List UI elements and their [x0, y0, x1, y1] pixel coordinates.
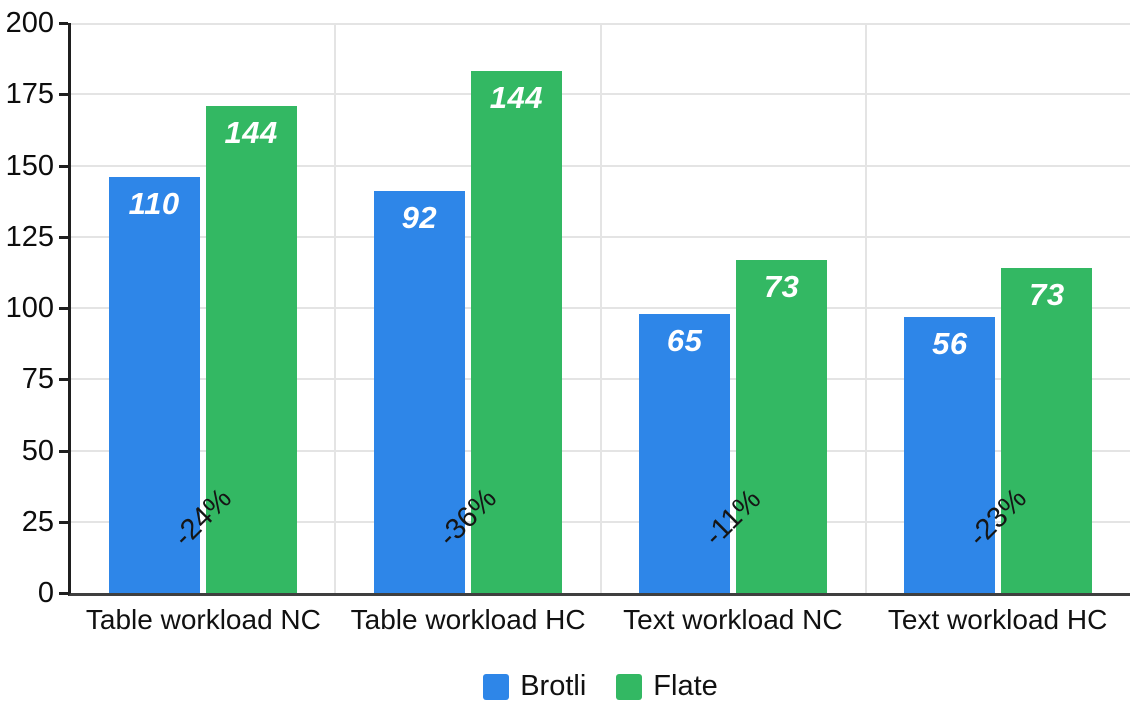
- category-group: 110 144 -24%: [71, 23, 337, 593]
- bar-value-label: 144: [489, 80, 543, 116]
- bar-brotli: 65: [639, 313, 731, 593]
- legend-label: Brotli: [520, 670, 587, 702]
- category-group: 92 144 -36%: [336, 23, 602, 593]
- bar-flate: 144: [470, 71, 562, 593]
- y-axis-tick-label: 175: [5, 78, 54, 111]
- x-axis-label: Text workload HC: [887, 604, 1108, 635]
- category-group: 56 73 -23%: [867, 23, 1130, 593]
- y-axis-tick-label: 50: [21, 434, 54, 467]
- y-axis-tick-label: 25: [21, 505, 54, 538]
- bar-flate: 144: [205, 105, 297, 593]
- legend-item-brotli: Brotli: [483, 670, 586, 703]
- y-axis-tick: [59, 22, 68, 25]
- plot-categories: 110 144 -24% 92 144 -36% 65 73 -11% 56 73 -23%: [71, 23, 1130, 593]
- y-axis-tick: [59, 378, 68, 382]
- y-axis-tick-label: 100: [5, 292, 54, 324]
- legend-swatch-brotli: [483, 673, 510, 700]
- y-axis-tick-label: 150: [5, 149, 54, 182]
- bar-value-label: 92: [401, 200, 438, 236]
- bar-value-label: 56: [932, 325, 968, 361]
- bar-brotli: 56: [904, 316, 996, 593]
- x-axis-label: Table workload NC: [85, 604, 321, 635]
- legend-item-flate: Flate: [616, 670, 718, 703]
- y-axis-tick-label: 125: [5, 220, 54, 253]
- y-axis-tick: [59, 592, 68, 595]
- x-axis-labels: Table workload NC Table workload HC Text w…: [71, 604, 1130, 636]
- y-axis-tick: [59, 307, 68, 310]
- x-axis-label: Table workload HC: [350, 604, 586, 635]
- bar-flate: 73: [736, 259, 828, 593]
- y-axis-tick: [59, 235, 68, 239]
- plot-area: 110 144 -24% 92 144 -36% 65 73 -11% 56 73 -23%: [68, 23, 1130, 596]
- bar-value-label: 73: [763, 268, 800, 304]
- bar-brotli: 110: [108, 176, 200, 593]
- y-axis-tick: [59, 520, 68, 524]
- legend-label: Flate: [653, 670, 718, 702]
- y-axis-tick-label: 0: [37, 577, 54, 609]
- y-axis-tick: [59, 449, 68, 453]
- bar-brotli: 92: [373, 191, 465, 593]
- y-axis-tick-label: 200: [5, 7, 54, 39]
- category-group: 65 73 -11%: [602, 23, 867, 593]
- y-axis-tick: [59, 164, 68, 168]
- bar-value-label: 73: [1029, 277, 1065, 313]
- bar-value-label: 144: [224, 114, 278, 150]
- legend: Brotli Flate: [71, 670, 1130, 703]
- legend-swatch-flate: [616, 673, 643, 700]
- bar-value-label: 110: [128, 185, 180, 221]
- y-axis-tick-label: 75: [21, 363, 54, 396]
- x-axis-label: Text workload NC: [623, 604, 843, 635]
- bar-flate: 73: [1001, 268, 1093, 593]
- y-axis-tick: [59, 93, 68, 97]
- bar-value-label: 65: [666, 322, 703, 358]
